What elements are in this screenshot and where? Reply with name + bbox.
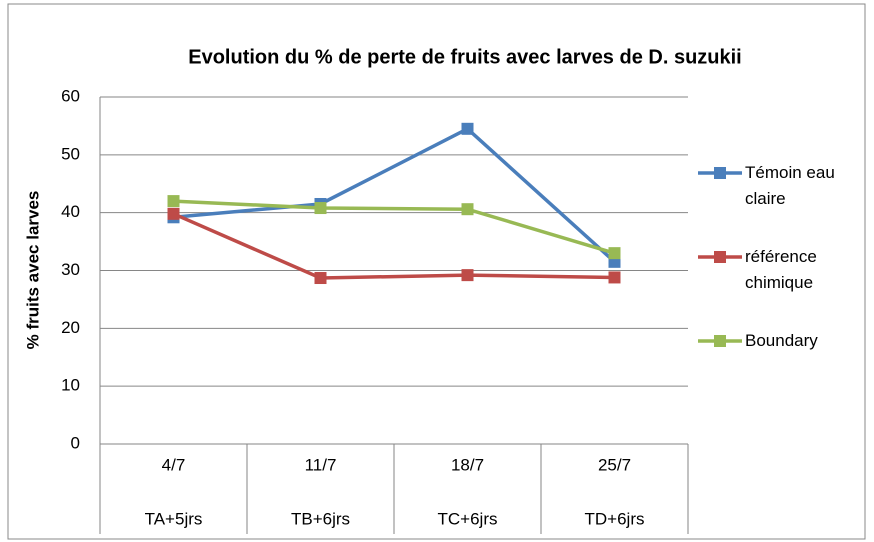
x-sub-label: TC+6jrs <box>438 509 498 528</box>
legend-marker <box>714 335 726 347</box>
series-line <box>173 126 616 264</box>
series-line <box>172 212 615 280</box>
series-marker <box>461 269 474 282</box>
legend-label: Boundary <box>745 331 818 350</box>
x-tick-label: 18/7 <box>451 455 484 474</box>
x-tick-label: 4/7 <box>162 455 186 474</box>
series-marker <box>461 203 474 216</box>
y-tick-label: 50 <box>61 144 80 163</box>
y-axis-label: % fruits avec larves <box>23 191 42 350</box>
y-tick-label: 60 <box>61 86 80 105</box>
chart-border <box>7 3 866 540</box>
series-marker <box>608 271 621 284</box>
x-tick-label: 25/7 <box>598 455 631 474</box>
legend-label: référence chimique <box>745 247 817 292</box>
legend-marker <box>714 251 726 263</box>
x-sub-label: TD+6jrs <box>585 509 645 528</box>
y-tick-label: 10 <box>61 376 80 395</box>
series-marker <box>167 195 180 208</box>
x-tick-label: 11/7 <box>305 455 337 474</box>
y-tick-label: 40 <box>61 202 80 221</box>
legend-marker <box>714 167 726 179</box>
x-sub-label: TA+5jrs <box>145 509 203 528</box>
chart-title: Evolution du % de perte de fruits avec l… <box>188 46 742 68</box>
y-tick-label: 20 <box>61 318 80 337</box>
series-line <box>173 199 616 255</box>
series-marker <box>461 122 474 135</box>
series-marker <box>608 247 621 260</box>
legend-label: Témoin eau claire <box>745 163 835 208</box>
x-sub-label: TB+6jrs <box>291 509 350 528</box>
y-tick-label: 30 <box>61 260 80 279</box>
series-marker <box>314 202 327 215</box>
series-marker <box>167 207 180 220</box>
y-tick-label: 0 <box>71 433 80 452</box>
series-marker <box>314 272 327 285</box>
